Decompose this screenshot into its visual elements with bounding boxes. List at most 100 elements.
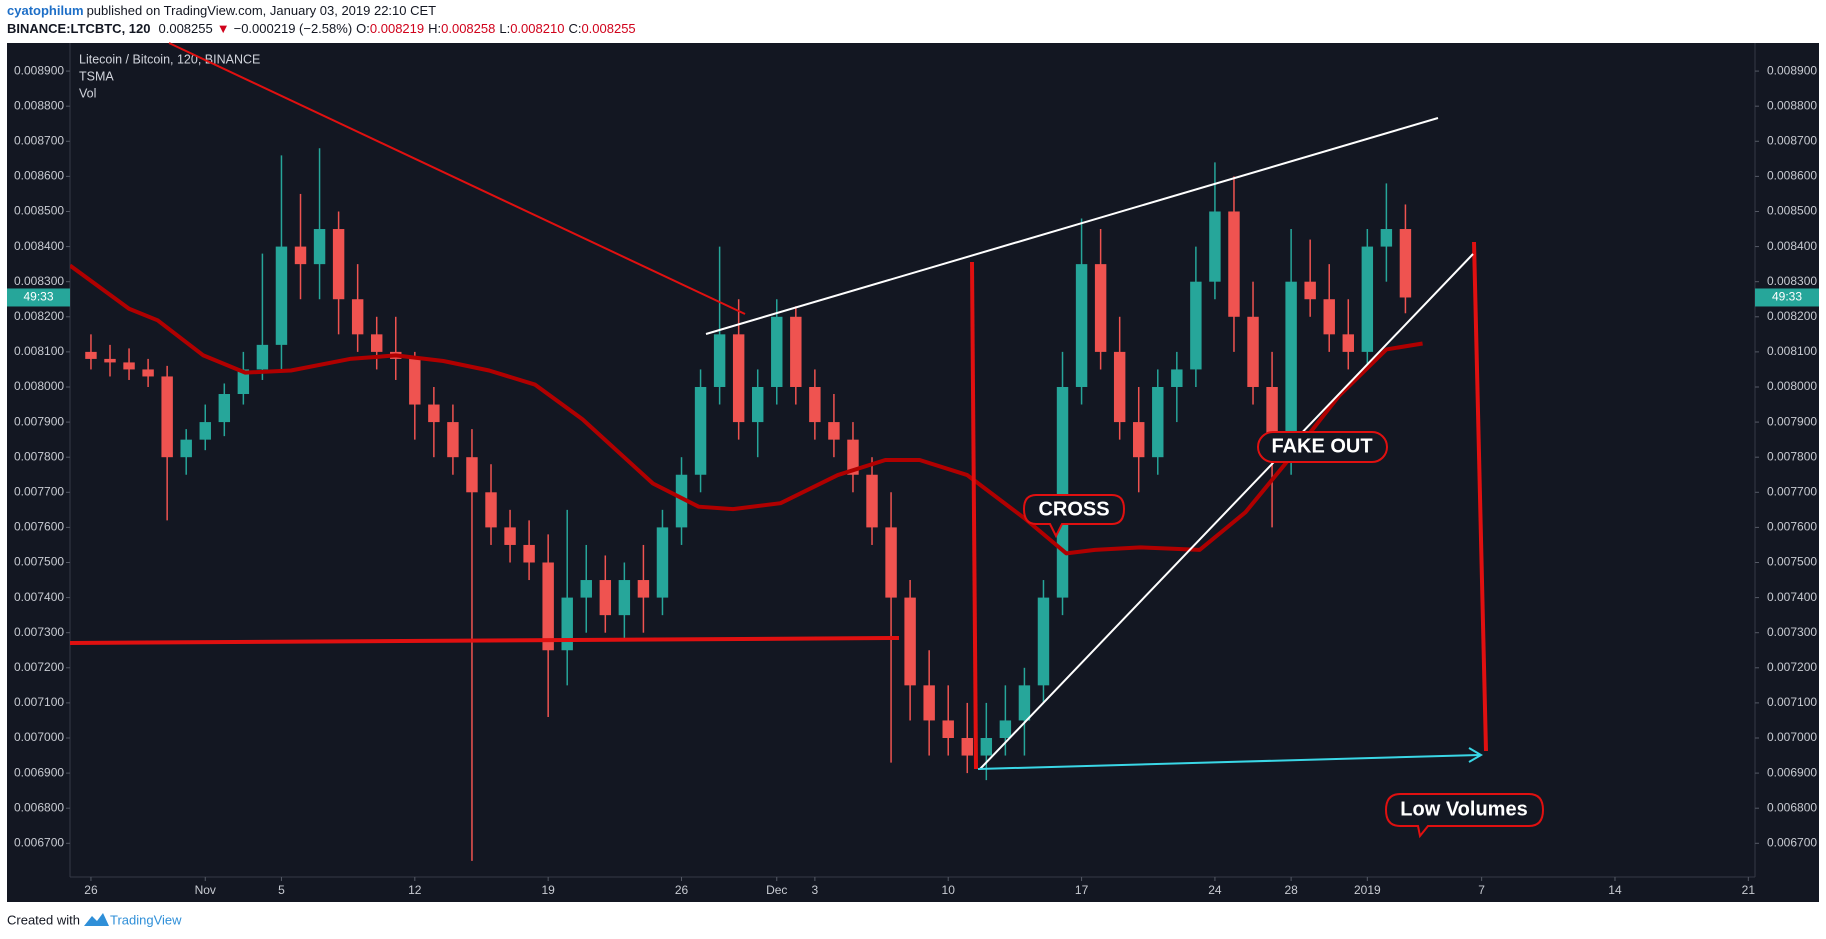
y-tick-label: 0.007800 xyxy=(1767,449,1817,463)
candle-body xyxy=(732,334,745,423)
y-tick-label: 0.006700 xyxy=(1767,835,1817,849)
candle-body xyxy=(542,562,554,651)
y-tick-label: 0.007500 xyxy=(1767,555,1817,569)
ohlc-value: 0.008219 xyxy=(370,21,424,36)
candle-body xyxy=(1323,299,1335,335)
countdown-box xyxy=(7,288,70,307)
candle-body xyxy=(580,580,592,598)
ohlc-label: C: xyxy=(568,21,581,36)
candle-body xyxy=(142,369,154,377)
candle-body xyxy=(999,720,1012,738)
candle-body xyxy=(694,386,707,475)
trend-line xyxy=(168,42,746,315)
candle-body xyxy=(256,344,269,370)
y-tick-label: 0.006700 xyxy=(14,835,64,849)
chart-panel xyxy=(7,43,1819,902)
axes: 0.006700 0.006700 0.006800 0.006800 0.006900… xyxy=(14,63,1817,897)
y-tick-label: 0.006800 xyxy=(1767,800,1817,814)
candle-body xyxy=(447,422,459,458)
y-tick-label: 0.008800 xyxy=(14,98,64,112)
x-tick-label: 7 xyxy=(1478,883,1485,897)
candle-body xyxy=(1399,229,1412,298)
ohlc-value: 0.008210 xyxy=(510,21,564,36)
footer-logo[interactable] xyxy=(84,913,109,926)
candle-body xyxy=(942,720,954,738)
candle-body xyxy=(294,246,307,265)
candle-body xyxy=(599,580,612,616)
candle-body xyxy=(961,738,973,756)
candle-body xyxy=(1228,211,1240,317)
drop-line xyxy=(970,261,978,770)
candle-body xyxy=(1247,316,1259,387)
y-tick-label: 0.008500 xyxy=(14,204,64,218)
candle-body xyxy=(828,422,840,440)
plot-area xyxy=(70,148,1423,861)
ohlc-label: H: xyxy=(428,21,441,36)
y-tick-label: 0.008300 xyxy=(14,274,64,288)
quote-line: BINANCE:LTCBTC, 120 0.008255 ▼ −0.000219 (−… xyxy=(7,21,636,36)
candle-body xyxy=(1094,264,1107,352)
x-tick-label: 26 xyxy=(675,883,689,897)
y-tick-label: 0.008600 xyxy=(14,169,64,183)
y-tick-label: 0.007400 xyxy=(1767,590,1817,604)
candle-body xyxy=(866,474,878,528)
y-tick-label: 0.007500 xyxy=(14,555,64,569)
candle-body xyxy=(561,597,573,651)
y-tick-label: 0.007400 xyxy=(14,590,64,604)
change: −0.000219 (−2.58%) xyxy=(234,21,353,36)
callout-box xyxy=(1022,494,1126,539)
publish-line: cyatophilum published on TradingView.com,… xyxy=(7,3,436,18)
footer-brand[interactable]: TradingView xyxy=(110,912,182,927)
candle-body xyxy=(466,457,478,493)
x-tick-label: 21 xyxy=(1742,883,1756,897)
footer-created: Created with xyxy=(7,912,80,927)
candle-body xyxy=(923,685,935,721)
candle-body xyxy=(1209,211,1221,282)
rising-line xyxy=(979,253,1474,770)
candle-body xyxy=(1361,246,1374,352)
candle-body xyxy=(1266,386,1278,458)
y-tick-label: 0.008400 xyxy=(14,239,64,253)
y-tick-label: 0.007300 xyxy=(1767,625,1817,639)
candle-body xyxy=(218,394,231,423)
candle-body xyxy=(1342,334,1354,352)
countdown: 49:33 xyxy=(1772,290,1802,304)
y-tick-label: 0.007800 xyxy=(14,449,64,463)
drawings: CROSS FAKE OUT Low Volumes xyxy=(69,42,1545,839)
candle-body xyxy=(637,580,650,598)
y-tick-label: 0.008400 xyxy=(1767,239,1817,253)
candle-body xyxy=(104,358,116,363)
y-tick-label: 0.008100 xyxy=(14,344,64,358)
y-tick-label: 0.006900 xyxy=(14,765,64,779)
candle-body xyxy=(409,358,421,405)
x-tick-label: 12 xyxy=(408,883,422,897)
candle-body xyxy=(1113,351,1126,423)
y-tick-label: 0.007600 xyxy=(1767,520,1817,534)
candle-body xyxy=(1075,264,1088,387)
y-tick-label: 0.008600 xyxy=(1767,169,1817,183)
support-line xyxy=(69,636,900,645)
x-tick-label: Dec xyxy=(766,883,787,897)
candle-body xyxy=(675,474,688,528)
author[interactable]: cyatophilum xyxy=(7,3,84,18)
x-tick-label: 14 xyxy=(1608,883,1622,897)
candle-body xyxy=(123,362,135,370)
candle-body xyxy=(275,246,288,345)
y-tick-label: 0.006800 xyxy=(14,800,64,814)
y-tick-label: 0.007900 xyxy=(1767,414,1817,428)
y-tick-label: 0.007000 xyxy=(14,730,64,744)
y-tick-label: 0.007600 xyxy=(14,520,64,534)
legend-tsma: TSMA xyxy=(79,69,114,83)
countdown: 49:33 xyxy=(23,290,53,304)
candle-body xyxy=(790,316,802,387)
candle-body xyxy=(1190,281,1202,370)
published: published on TradingView.com, January 03… xyxy=(87,3,437,18)
y-tick-label: 0.007900 xyxy=(14,414,64,428)
y-tick-label: 0.007100 xyxy=(14,695,64,709)
resistance-line xyxy=(705,117,1439,335)
candle-body xyxy=(656,527,669,598)
candle-body xyxy=(428,404,440,423)
y-tick-label: 0.008800 xyxy=(1767,98,1817,112)
ohlc-label: L: xyxy=(499,21,510,36)
